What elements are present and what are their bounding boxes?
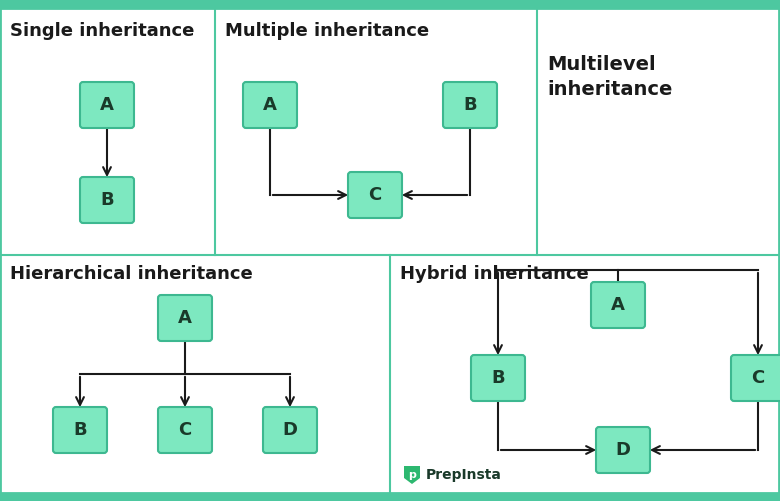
Text: A: A <box>263 96 277 114</box>
FancyBboxPatch shape <box>596 427 650 473</box>
Text: C: C <box>751 369 764 387</box>
Text: B: B <box>73 421 87 439</box>
FancyBboxPatch shape <box>591 282 645 328</box>
Text: B: B <box>463 96 477 114</box>
FancyBboxPatch shape <box>263 407 317 453</box>
FancyBboxPatch shape <box>443 82 497 128</box>
Text: B: B <box>491 369 505 387</box>
FancyBboxPatch shape <box>243 82 297 128</box>
FancyBboxPatch shape <box>471 355 525 401</box>
Text: A: A <box>100 96 114 114</box>
Text: Multilevel
inheritance: Multilevel inheritance <box>547 55 672 99</box>
Text: D: D <box>615 441 630 459</box>
Text: C: C <box>368 186 381 204</box>
FancyBboxPatch shape <box>158 407 212 453</box>
Text: B: B <box>100 191 114 209</box>
FancyBboxPatch shape <box>80 177 134 223</box>
Bar <box>0 493 780 501</box>
Text: C: C <box>179 421 192 439</box>
FancyBboxPatch shape <box>53 407 107 453</box>
Text: D: D <box>282 421 297 439</box>
FancyBboxPatch shape <box>158 295 212 341</box>
Text: p: p <box>408 470 416 480</box>
FancyBboxPatch shape <box>80 82 134 128</box>
Bar <box>0 0 780 8</box>
Text: A: A <box>178 309 192 327</box>
Text: Hybrid inheritance: Hybrid inheritance <box>400 265 589 283</box>
Text: Multiple inheritance: Multiple inheritance <box>225 22 429 40</box>
Text: PrepInsta: PrepInsta <box>426 468 502 482</box>
FancyBboxPatch shape <box>348 172 402 218</box>
Text: Hierarchical inheritance: Hierarchical inheritance <box>10 265 253 283</box>
Polygon shape <box>404 466 420 484</box>
FancyBboxPatch shape <box>731 355 780 401</box>
Text: Single inheritance: Single inheritance <box>10 22 194 40</box>
Text: A: A <box>611 296 625 314</box>
